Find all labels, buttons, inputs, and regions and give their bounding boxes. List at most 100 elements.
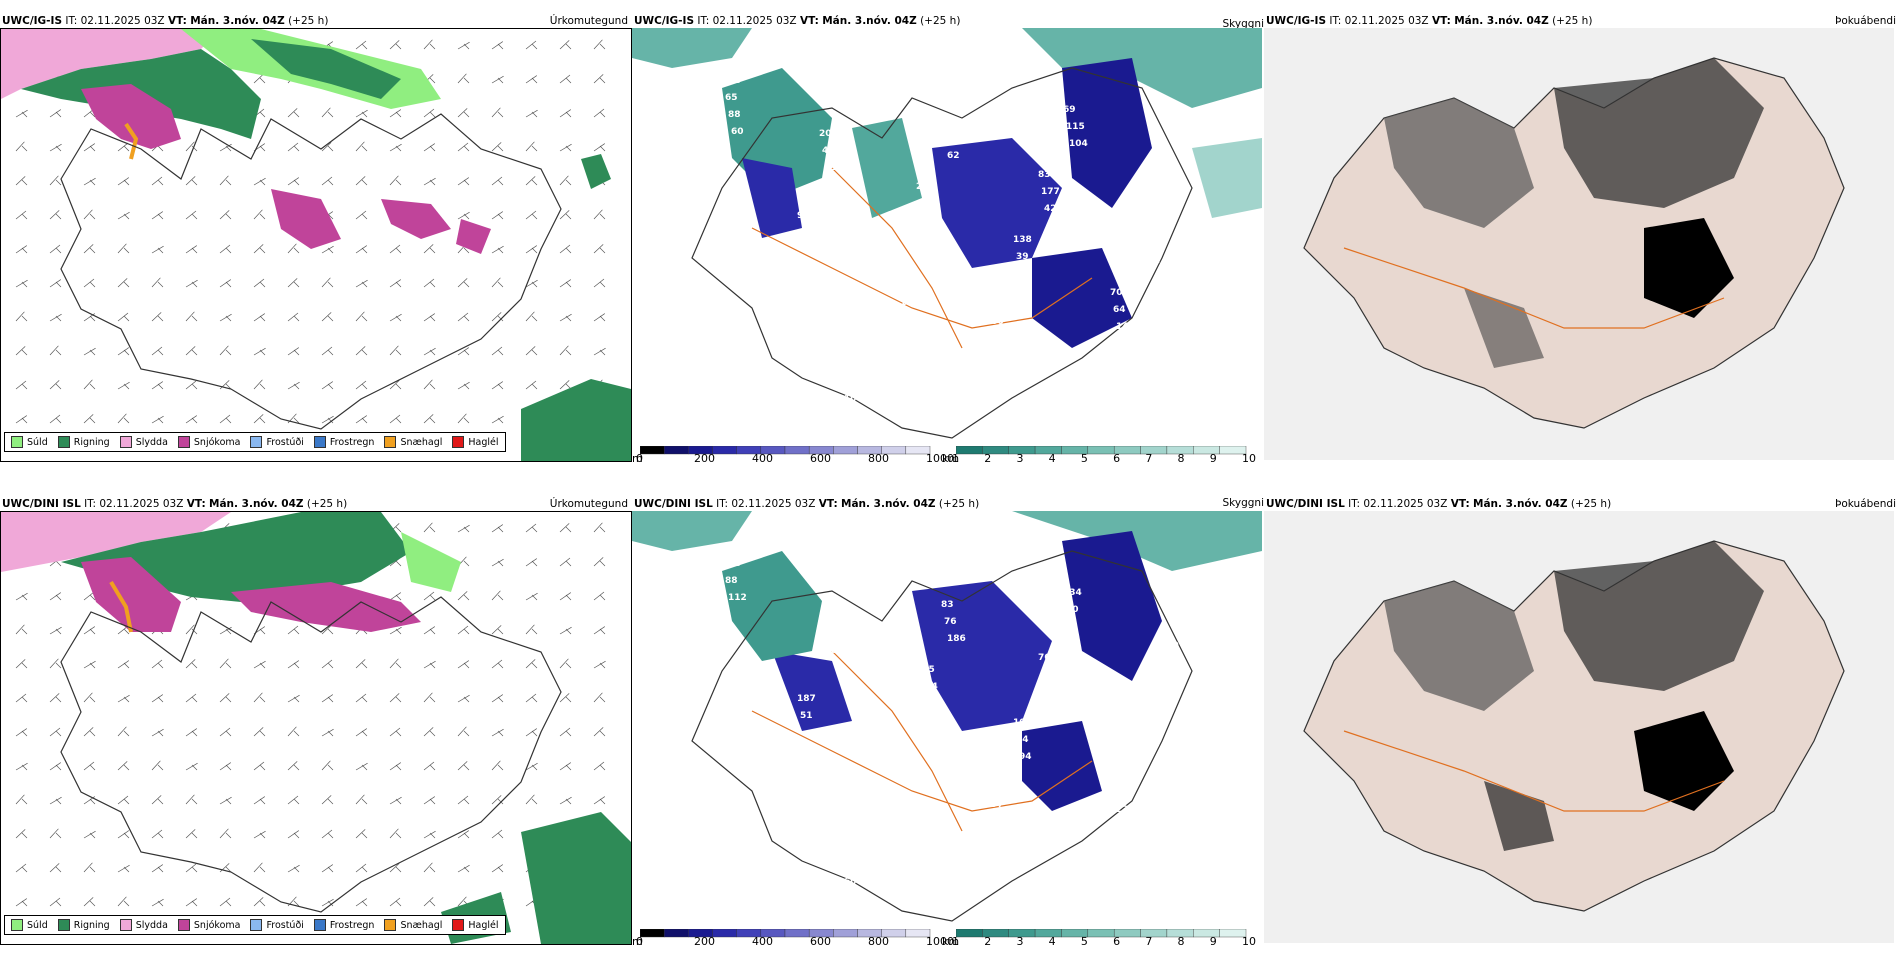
ceiling-label: 88 — [725, 576, 738, 586]
ceiling-label: 279 — [916, 182, 935, 192]
wind-barb — [15, 380, 28, 390]
wind-barb — [559, 727, 572, 737]
ceiling-label: 49 — [1094, 404, 1107, 414]
wind-barb — [593, 761, 606, 771]
wind-barb — [525, 659, 538, 669]
drizzle-area — [401, 532, 461, 592]
ceiling-label: 10 — [1013, 718, 1026, 728]
wind-barb — [457, 211, 470, 220]
wind-barb — [321, 795, 334, 805]
wind-barb — [219, 658, 232, 669]
wind-barb — [355, 415, 368, 424]
panel-title: Úrkomutegund — [549, 15, 628, 27]
ceiling-label: 87 — [1088, 370, 1101, 380]
wind-barb — [491, 277, 504, 288]
wind-barb — [287, 625, 300, 635]
colorbar-segment — [712, 446, 737, 455]
wind-barb — [491, 829, 504, 839]
legend-item: Snæhagl — [384, 919, 442, 931]
ceiling-label: 186 — [894, 747, 913, 757]
wind-barb — [49, 863, 62, 873]
wind-barb — [49, 592, 62, 601]
wind-barb — [49, 796, 62, 805]
wind-barb — [15, 245, 28, 254]
ceiling-label: 93 — [869, 812, 882, 822]
wind-barb — [525, 245, 538, 254]
wind-barb — [83, 761, 96, 771]
wind-barb — [83, 591, 96, 601]
wind-barb — [389, 727, 402, 737]
wind-barbs — [15, 39, 606, 424]
ceiling-label: 65 — [725, 93, 738, 103]
colorbar-tick: 10 — [1242, 452, 1256, 465]
wind-barb — [389, 345, 402, 356]
wind-barb — [83, 727, 96, 737]
wind-barb — [185, 279, 198, 288]
wind-barb — [83, 692, 96, 703]
wind-barb — [185, 245, 198, 254]
road-network — [751, 710, 1093, 812]
wind-barb — [321, 245, 334, 254]
wind-barb — [49, 897, 62, 907]
coastline — [60, 113, 562, 430]
colorbar-segment — [784, 929, 810, 938]
wind-barb — [423, 862, 436, 873]
wind-barb — [83, 830, 96, 839]
fog-area — [1644, 218, 1734, 318]
wind-barb — [83, 278, 96, 288]
wind-barb — [185, 415, 198, 424]
wind-barb — [15, 176, 28, 186]
wind-barb — [559, 74, 572, 84]
wind-barb — [219, 210, 232, 220]
ceiling-label: 83 — [941, 600, 954, 610]
wind-barb — [253, 761, 266, 771]
colorbar-segment — [1087, 929, 1115, 938]
colorbar-tick: 8 — [1177, 935, 1185, 948]
wind-barb — [525, 210, 538, 220]
wind-barb — [321, 625, 334, 635]
wind-barb — [389, 143, 402, 152]
wind-barb — [423, 660, 436, 669]
ceiling-label: 70 — [747, 824, 760, 834]
wind-barb — [559, 313, 572, 322]
colorbar-tick: 3 — [1016, 935, 1024, 948]
legend-item: Súld — [11, 436, 48, 448]
colorbar-tick: 6 — [1113, 452, 1121, 465]
ceiling-label: 159 — [1044, 687, 1063, 697]
wind-barb — [287, 795, 300, 805]
colorbar-tick: 2 — [984, 452, 992, 465]
wind-barb — [287, 243, 300, 254]
wind-barb — [355, 279, 368, 288]
wind-barb — [253, 796, 266, 805]
wind-barb — [219, 897, 232, 907]
colorbar-segment — [640, 929, 665, 938]
wind-barb — [321, 760, 334, 771]
ceiling-label: 420 — [1044, 204, 1063, 214]
wind-barb — [321, 312, 334, 322]
wind-barb — [253, 278, 266, 288]
wind-barb — [559, 762, 572, 771]
ceiling-label: 128 — [1088, 853, 1107, 863]
wind-barb — [559, 523, 572, 533]
wind-barb — [593, 313, 606, 322]
legend-item: Haglél — [452, 919, 499, 931]
ceiling-label: 67 — [822, 629, 835, 639]
colorbar-m: m 0 200 400 600 800 1000 — [632, 929, 954, 959]
colorbar-tick: 5 — [1080, 935, 1088, 948]
ceiling-label: 112 — [728, 593, 747, 603]
wind-barb — [49, 279, 62, 288]
wind-barb — [559, 592, 572, 601]
sleet-area — [1, 512, 231, 572]
wind-barb — [151, 728, 164, 737]
wind-barb — [15, 898, 28, 907]
wind-barb — [287, 108, 300, 118]
wind-barb — [321, 381, 334, 390]
ceiling-label: 95 — [994, 817, 1007, 827]
colorbar-tick: 1000 — [926, 452, 954, 465]
colorbar-segment — [640, 446, 665, 455]
ceiling-label: 140 — [1116, 322, 1135, 332]
wind-barb — [321, 659, 334, 669]
wind-barb — [593, 244, 606, 254]
wind-barb — [15, 109, 28, 118]
legend-item: Snjókoma — [177, 919, 240, 931]
